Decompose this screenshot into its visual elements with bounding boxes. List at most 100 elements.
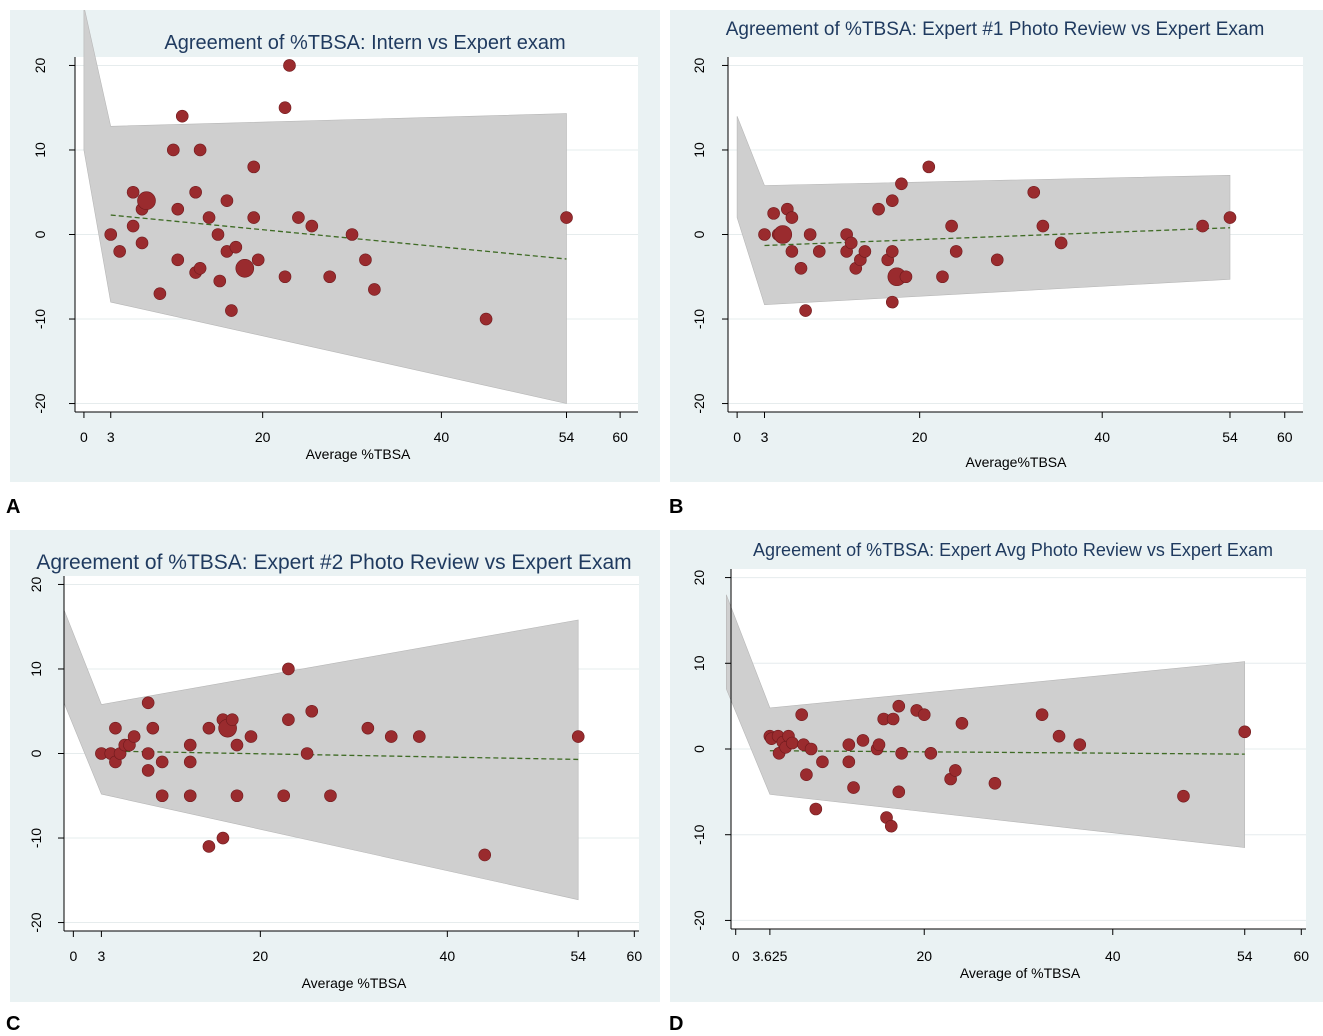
chart-title: Agreement of %TBSA: Expert #1 Photo Revi… [726, 19, 1265, 40]
data-point [842, 755, 856, 769]
data-point [345, 228, 359, 241]
x-tick-label: 0 [69, 948, 77, 964]
data-point [278, 101, 292, 115]
data-point [884, 819, 898, 833]
data-point [305, 704, 319, 718]
data-point [141, 747, 155, 760]
data-point [858, 245, 872, 258]
data-point [324, 789, 337, 803]
x-tick-label: 54 [1222, 429, 1238, 445]
data-point [895, 177, 908, 191]
panel-letter: D [669, 1013, 683, 1035]
chart-title: Agreement of %TBSA: Intern vs Expert exa… [164, 32, 565, 54]
data-point [773, 225, 793, 244]
data-point [155, 755, 169, 769]
data-point [189, 185, 202, 199]
data-point [1238, 725, 1252, 739]
data-point [361, 721, 375, 735]
data-point [230, 738, 244, 752]
data-point [872, 202, 885, 216]
data-point [278, 270, 292, 284]
data-point [955, 716, 969, 730]
data-point [949, 245, 963, 258]
x-tick-label: 40 [1094, 429, 1110, 445]
data-point [135, 236, 149, 250]
chart-panel-c: -20 -10 0 10 20 0 3 20 40 54 60 Agreement of %TBSA:… [6, 530, 660, 1035]
data-point [305, 219, 319, 233]
y-tick-label: -10 [32, 309, 48, 329]
chart-panel-d: -20 -10 0 10 20 0 3.625 20 40 54 60 Agreement of %T… [669, 530, 1323, 1035]
data-point [384, 730, 398, 743]
x-axis-label: Average of %TBSA [960, 965, 1081, 981]
data-point [1027, 185, 1041, 199]
panel-letter: A [6, 496, 20, 518]
x-tick-label: 20 [255, 429, 271, 445]
panel-letter: B [669, 496, 683, 518]
data-point [844, 236, 858, 250]
panel-letter: C [6, 1013, 20, 1035]
y-tick-label: -20 [691, 910, 707, 930]
x-tick-label: 54 [1237, 948, 1253, 964]
data-point [229, 240, 243, 254]
x-tick-label: 3 [761, 429, 769, 445]
data-point [571, 730, 585, 743]
data-point [847, 781, 860, 794]
data-point [1036, 219, 1050, 233]
data-point [1223, 211, 1237, 224]
chart-title: Agreement of %TBSA: Expert Avg Photo Rev… [753, 540, 1273, 560]
data-point [809, 802, 823, 816]
chart-panel-b: -20 -10 0 10 20 0 3 20 40 54 60 Agreement of %TBSA:… [669, 10, 1323, 518]
y-tick-label: 10 [28, 661, 44, 677]
data-point [800, 768, 813, 782]
data-point [804, 742, 818, 756]
y-tick-label: -20 [32, 393, 48, 413]
data-point [412, 730, 426, 743]
data-point [282, 662, 295, 676]
chart-panel-a: -20 -10 0 10 20 0 3 20 40 54 60 Agreement of %TBSA:… [6, 10, 660, 518]
x-tick-label: 0 [80, 429, 88, 445]
data-point [795, 708, 808, 722]
data-point [155, 789, 169, 803]
x-tick-label: 60 [627, 948, 643, 964]
data-point [359, 253, 372, 267]
x-tick-label: 40 [440, 948, 456, 964]
fit-line [110, 214, 567, 260]
y-tick-label: 10 [32, 142, 48, 158]
data-point [141, 696, 155, 710]
data-point [277, 789, 291, 803]
data-point [885, 295, 899, 309]
data-point [892, 699, 906, 713]
data-point [945, 219, 958, 233]
fit-line [764, 227, 1231, 247]
x-tick-label: 3 [97, 948, 105, 964]
x-tick-label: 20 [253, 948, 269, 964]
x-tick-label: 60 [612, 429, 628, 445]
data-point [323, 270, 336, 284]
data-point [225, 713, 239, 726]
data-point [183, 755, 197, 769]
data-point [799, 304, 812, 317]
x-tick-label: 20 [916, 948, 932, 964]
data-point [1054, 236, 1068, 250]
data-point [842, 738, 856, 752]
data-point [794, 262, 808, 275]
y-tick-label: -10 [691, 309, 707, 329]
data-point [988, 776, 1002, 790]
data-point [886, 712, 900, 726]
data-point [895, 746, 908, 760]
data-point [368, 283, 381, 296]
y-tick-label: -20 [28, 912, 44, 932]
data-point [283, 59, 296, 72]
data-point [167, 143, 180, 157]
data-point [917, 708, 931, 722]
data-point [282, 713, 295, 726]
data-point [885, 245, 899, 258]
data-point [812, 245, 826, 258]
data-point [171, 202, 185, 216]
data-point [137, 191, 156, 210]
y-tick-label: 20 [691, 570, 707, 586]
data-point [922, 160, 936, 174]
data-point [990, 253, 1004, 267]
y-tick-label: 20 [691, 57, 707, 73]
